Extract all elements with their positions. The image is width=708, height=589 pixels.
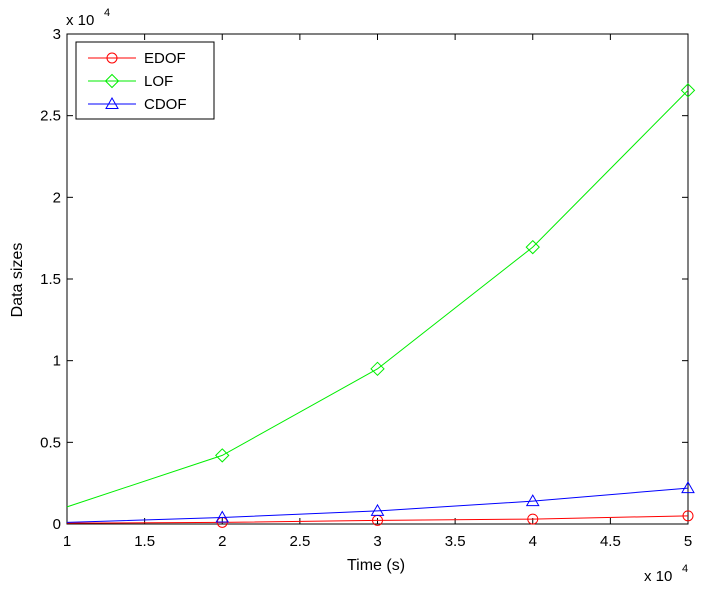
legend-label-lof: LOF [144,73,173,90]
x-tick-label: 2.5 [289,533,310,550]
data-point-lof [370,361,385,377]
series-line-cdof [66,487,689,523]
series-line-edof [66,515,689,524]
y-axis-label: Data sizes [9,243,26,318]
data-point-edof [527,513,539,525]
x-tick-label: 1.5 [134,533,155,550]
y-tick-label: 1.5 [40,271,61,288]
data-point-cdof [370,503,385,516]
legend-marker-cdof [105,96,119,109]
y-multiplier-exponent: 4 [104,7,110,19]
y-tick-label: 2.5 [40,108,61,125]
data-point-edof [682,510,694,522]
y-tick-label: 0 [53,516,61,533]
y-tick-label: 1 [53,353,61,370]
legend: EDOF LOF CDOF [75,41,215,120]
x-tick-label: 4.5 [600,533,621,550]
y-tick-label: 2 [53,189,61,206]
y-multiplier-base: x 10 [66,12,94,29]
y-multiplier: x 10 4 [66,7,110,29]
data-point-lof [215,448,230,463]
x-tick-label: 5 [684,533,692,550]
data-point-cdof [681,481,695,494]
data-point-lof [525,239,540,255]
y-tick-label: 0.5 [40,434,61,451]
x-tick-label: 2 [218,533,226,550]
x-axis-label: Time (s) [347,557,405,574]
series-line-lof [66,89,689,508]
x-multiplier: x 10 4 [644,563,688,585]
data-point-lof [680,83,696,98]
x-tick-label: 4 [529,533,537,550]
data-point-cdof [215,510,230,523]
x-multiplier-base: x 10 [644,568,672,585]
x-tick-label: 3.5 [445,533,466,550]
data-point-cdof [525,494,540,507]
x-tick-label: 3 [373,533,381,550]
y-tick-label: 3 [53,26,61,43]
legend-marker-edof [106,52,118,64]
legend-marker-lof [104,73,120,89]
x-tick-label: 1 [63,533,71,550]
plot-area: 1 1.5 2 2.5 3 3.5 4 4.5 5 0 0.5 1 1.5 2 2.5 3 [40,26,696,550]
legend-label-edof: EDOF [144,50,186,67]
x-multiplier-exponent: 4 [682,563,688,575]
legend-label-cdof: CDOF [144,96,187,113]
